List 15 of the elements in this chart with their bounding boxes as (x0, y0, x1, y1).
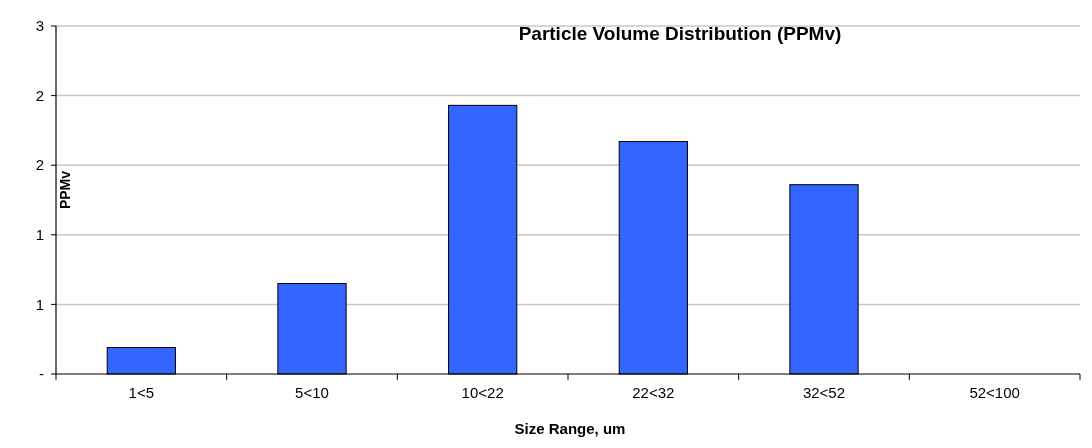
x-tick-label: 32<52 (802, 384, 846, 401)
y-axis-title: PPMv (57, 170, 73, 210)
x-tick-label: 1<5 (128, 384, 155, 401)
y-tick-label: - (39, 365, 44, 383)
x-tick-label: 52<100 (969, 384, 1020, 401)
y-tick-label: 1 (35, 226, 44, 244)
x-tick-label: 22<32 (632, 384, 675, 401)
y-tick-label: 1 (35, 295, 44, 313)
x-tick-label: 10<22 (461, 384, 504, 401)
x-axis-title: Size Range, um (514, 420, 626, 437)
chart-title: Particle Volume Distribution (PPMv) (518, 23, 842, 44)
y-tick-label: 2 (35, 86, 44, 104)
y-tick-label: 3 (35, 17, 44, 35)
x-tick-label: 5<10 (295, 384, 329, 401)
y-tick-label: 2 (35, 156, 44, 174)
